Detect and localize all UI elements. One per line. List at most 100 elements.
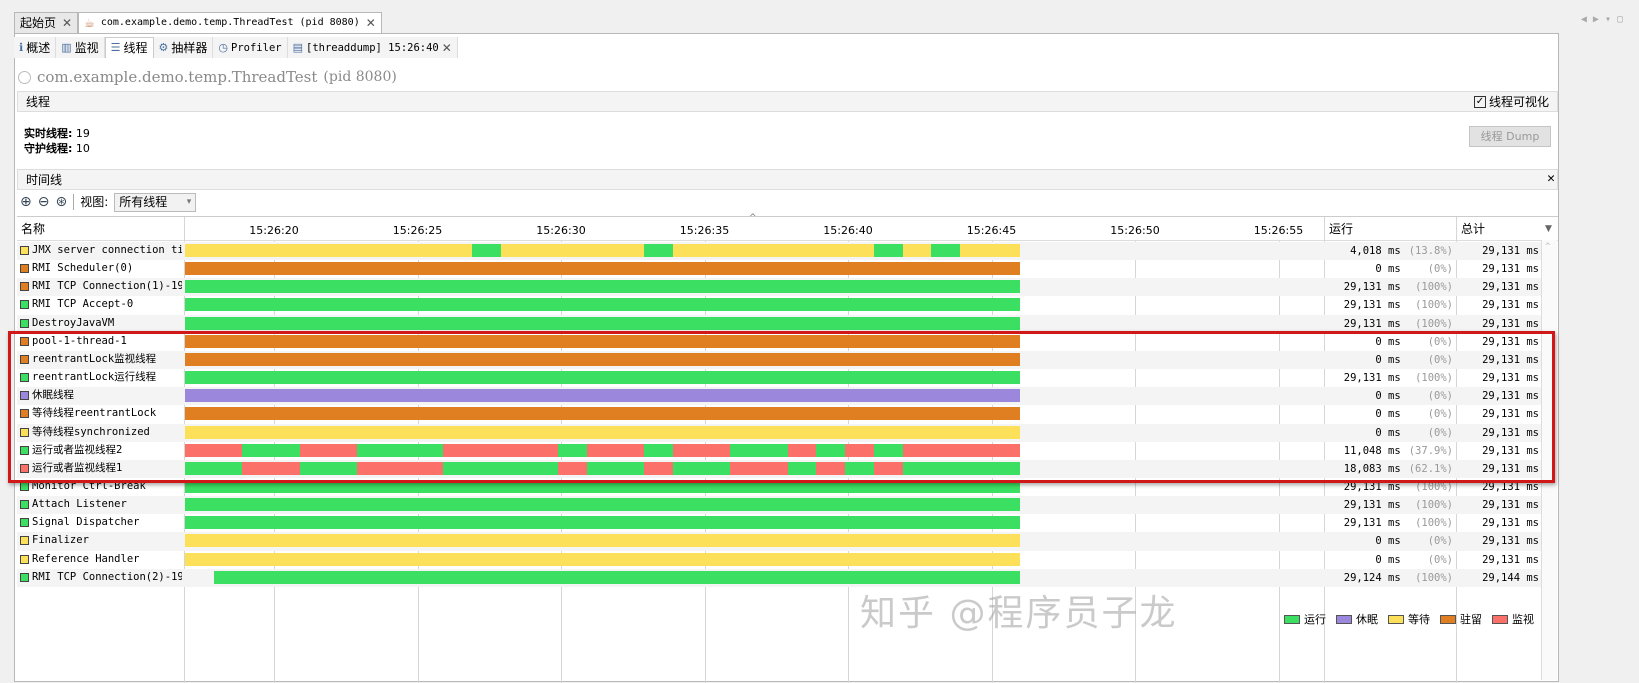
segment-run bbox=[730, 443, 788, 457]
run-percent: (100%) bbox=[1415, 571, 1453, 584]
legend-swatch bbox=[1440, 615, 1456, 624]
thread-row[interactable]: RMI Scheduler(0) 0 ms (0%) 29,131 ms bbox=[17, 260, 1541, 278]
segment-run bbox=[185, 479, 1021, 493]
view-value: 所有线程 bbox=[119, 195, 168, 209]
view-tabs: ℹ 概述 ▥ 监视 ☰ 线程 ⚙ 抽样器 ◷ Profiler ▤ [threaddump] 15:2… bbox=[14, 37, 458, 58]
segment-wait bbox=[500, 244, 645, 257]
total-time: 29,131 ms bbox=[1482, 535, 1539, 548]
tab-label: 线程 bbox=[123, 41, 148, 55]
zoom-out-icon[interactable]: ⊖ bbox=[37, 194, 50, 210]
thread-row[interactable]: DestroyJavaVM 29,131 ms (100%) 29,131 ms bbox=[17, 314, 1541, 333]
thread-row[interactable]: Reference Handler 0 ms (0%) 29,131 ms bbox=[17, 551, 1541, 569]
tab-threads[interactable]: ☰ 线程 bbox=[104, 37, 154, 58]
column-divider bbox=[184, 217, 185, 683]
segment-monitor bbox=[902, 443, 1021, 457]
run-time: 18,083 ms bbox=[1343, 462, 1401, 475]
state-swatch bbox=[20, 282, 29, 292]
thread-row[interactable]: RMI TCP Connection(2)-192.168 29,124 ms (… bbox=[17, 568, 1541, 587]
legend-item-sleep: 休眠 bbox=[1336, 613, 1378, 626]
total-time: 29,131 ms bbox=[1482, 553, 1539, 566]
tab-threaddump[interactable]: ▤ [threaddump] 15:26:40 ✕ bbox=[287, 37, 458, 58]
tab-start-page[interactable]: 起始页 ✕ bbox=[14, 12, 79, 33]
close-icon[interactable]: ✕ bbox=[441, 40, 452, 55]
total-time: 29,131 ms bbox=[1482, 390, 1539, 403]
run-cell: 0 ms (0%) bbox=[1329, 390, 1453, 402]
run-cell: 29,131 ms (100%) bbox=[1329, 517, 1453, 529]
monitor-icon: ▥ bbox=[61, 40, 72, 54]
thread-row[interactable]: reentrantLock运行线程 29,131 ms (100%) 29,131 … bbox=[17, 369, 1541, 387]
total-time: 29,131 ms bbox=[1482, 499, 1539, 512]
thread-name-cell: 运行或者监视线程1 bbox=[20, 462, 183, 475]
tab-sampler[interactable]: ⚙ 抽样器 bbox=[153, 37, 214, 58]
time-tick-label: 15:26:35 bbox=[679, 224, 730, 237]
total-time: 29,131 ms bbox=[1482, 408, 1539, 421]
tab-thread-test[interactable]: ☕ com.example.demo.temp.ThreadTest (pid 8… bbox=[78, 12, 382, 33]
collapse-caret-icon[interactable]: ^ bbox=[749, 213, 757, 223]
state-swatch bbox=[20, 427, 29, 437]
zoom-in-icon[interactable]: ⊕ bbox=[20, 194, 32, 210]
run-percent: (100%) bbox=[1415, 281, 1453, 294]
run-time: 29,131 ms bbox=[1343, 281, 1401, 294]
thread-row[interactable]: RMI TCP Accept-0 29,131 ms (100%) 29,131 m… bbox=[17, 296, 1541, 314]
view-select[interactable]: 所有线程 ▾ bbox=[114, 192, 197, 212]
thread-row[interactable]: RMI TCP Connection(1)-192.168 29,131 ms (… bbox=[17, 278, 1541, 297]
segment-run bbox=[586, 461, 645, 475]
thread-row[interactable]: Finalizer 0 ms (0%) 29,131 ms bbox=[17, 532, 1541, 551]
thread-row[interactable]: Monitor Ctrl-Break 29,131 ms (100%) 29,131… bbox=[17, 478, 1541, 496]
zoom-fit-icon[interactable]: ⊛ bbox=[55, 194, 68, 210]
column-header-total[interactable]: 总计 bbox=[1461, 222, 1486, 236]
close-icon[interactable]: ✕ bbox=[1547, 171, 1555, 186]
segment-run bbox=[873, 244, 903, 257]
segment-wait bbox=[185, 244, 473, 257]
segment-run bbox=[299, 461, 358, 475]
thread-row[interactable]: reentrantLock监视线程 0 ms (0%) 29,131 ms bbox=[17, 350, 1541, 370]
segment-sleep bbox=[185, 389, 1021, 403]
column-header-run[interactable]: 运行 bbox=[1329, 222, 1354, 236]
legend-label: 运行 bbox=[1304, 613, 1326, 626]
thread-name: 等待线程reentrantLock bbox=[32, 407, 157, 420]
column-menu-icon[interactable]: ▼ bbox=[1545, 224, 1552, 234]
thread-row[interactable]: 休眠线程 0 ms (0%) 29,131 ms bbox=[17, 387, 1541, 406]
time-tick-label: 15:26:25 bbox=[392, 224, 443, 237]
legend-label: 等待 bbox=[1408, 613, 1430, 626]
thread-row[interactable]: 运行或者监视线程1 18,083 ms (62.1%) 29,131 ms bbox=[17, 459, 1541, 478]
thread-row[interactable]: pool-1-thread-1 0 ms (0%) 29,131 ms bbox=[17, 333, 1541, 351]
tab-profiler[interactable]: ◷ Profiler bbox=[213, 37, 288, 58]
thread-row[interactable]: 等待线程synchronized 0 ms (0%) 29,131 ms bbox=[17, 423, 1541, 442]
document-tabs: 起始页 ✕ ☕ com.example.demo.temp.ThreadTest (… bbox=[14, 12, 382, 33]
thread-name: 运行或者监视线程2 bbox=[32, 443, 123, 456]
thread-dump-button[interactable]: 线程 Dump bbox=[1469, 126, 1551, 147]
status-circle-icon bbox=[18, 70, 31, 84]
segment-run bbox=[644, 244, 673, 257]
checkbox-checked-icon[interactable]: ✓ bbox=[1473, 96, 1486, 108]
segment-monitor bbox=[299, 443, 358, 457]
thread-visualization-checkbox[interactable]: ✓ 线程可视化 bbox=[1473, 95, 1549, 109]
scroll-up-icon[interactable]: ^ bbox=[1545, 242, 1551, 252]
thread-row[interactable]: 运行或者监视线程2 11,048 ms (37.9%) 29,131 ms bbox=[17, 442, 1541, 460]
close-icon[interactable]: ✕ bbox=[365, 16, 376, 30]
thread-row[interactable]: JMX server connection timeout 4,018 ms (1… bbox=[17, 242, 1541, 261]
thread-row[interactable]: Signal Dispatcher 29,131 ms (100%) 29,131 … bbox=[17, 514, 1541, 532]
column-header-name[interactable]: 名称 bbox=[21, 222, 46, 236]
live-threads: 实时线程: 19 bbox=[24, 127, 90, 140]
thread-name-cell: Signal Dispatcher bbox=[20, 516, 183, 529]
segment-wait bbox=[185, 552, 1021, 566]
tab-label: 监视 bbox=[74, 40, 99, 55]
time-tick-label: 15:26:30 bbox=[536, 224, 586, 237]
total-time: 29,131 ms bbox=[1482, 462, 1539, 475]
tab-navigation-arrows[interactable]: ◀▶▾▢ bbox=[1580, 14, 1629, 25]
run-time: 29,131 ms bbox=[1343, 517, 1401, 530]
run-cell: 0 ms (0%) bbox=[1329, 263, 1453, 275]
tab-monitor[interactable]: ▥ 监视 bbox=[56, 37, 105, 58]
thread-row[interactable]: 等待线程reentrantLock 0 ms (0%) 29,131 ms bbox=[17, 405, 1541, 423]
close-icon[interactable]: ✕ bbox=[62, 16, 73, 30]
segment-run bbox=[357, 443, 444, 457]
tab-overview[interactable]: ℹ 概述 bbox=[14, 37, 57, 58]
segment-run bbox=[185, 280, 1021, 294]
run-cell: 29,124 ms (100%) bbox=[1329, 572, 1453, 584]
run-time: 0 ms bbox=[1375, 408, 1401, 421]
thread-name-cell: Attach Listener bbox=[20, 498, 183, 511]
thread-name-cell: pool-1-thread-1 bbox=[20, 335, 183, 348]
thread-name-cell: RMI TCP Connection(2)-192.168 bbox=[20, 571, 183, 584]
thread-row[interactable]: Attach Listener 29,131 ms (100%) 29,131 ms bbox=[17, 496, 1541, 515]
